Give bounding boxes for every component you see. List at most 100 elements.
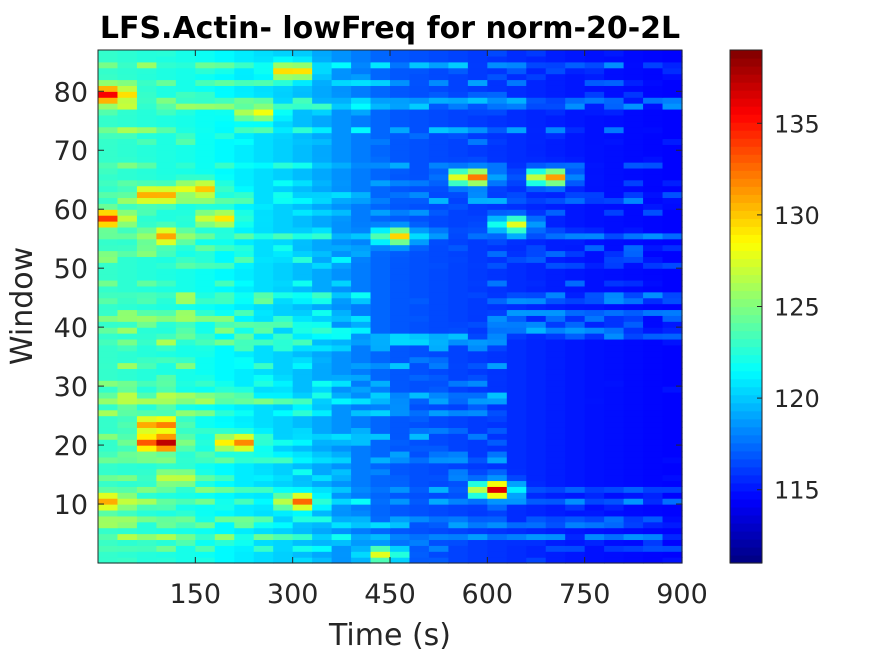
heatmap-cell xyxy=(487,144,508,151)
heatmap-cell xyxy=(312,368,333,375)
heatmap-cell xyxy=(253,55,274,63)
heatmap-cell xyxy=(428,468,449,476)
heatmap-cell xyxy=(584,50,605,57)
heatmap-cell xyxy=(467,150,488,157)
heatmap-cell xyxy=(584,380,605,387)
heatmap-cell xyxy=(643,256,664,263)
heatmap-cell xyxy=(526,362,547,370)
heatmap-cell xyxy=(331,498,352,505)
heatmap-cell xyxy=(428,297,449,305)
heatmap-cell xyxy=(253,356,274,364)
heatmap-cell xyxy=(409,173,430,181)
heatmap-cell xyxy=(195,226,216,234)
heatmap-cell xyxy=(253,415,274,423)
heatmap-cell xyxy=(156,55,177,63)
heatmap-cell xyxy=(292,262,313,269)
heatmap-cell xyxy=(136,244,157,252)
heatmap-cell xyxy=(390,279,411,287)
heatmap-cell xyxy=(136,486,157,493)
heatmap-cell xyxy=(156,91,177,98)
heatmap-cell xyxy=(584,338,605,346)
heatmap-cell xyxy=(506,421,527,428)
heatmap-cell xyxy=(623,557,644,564)
heatmap-cell xyxy=(370,433,391,440)
heatmap-cell xyxy=(370,238,391,246)
colorbar-segment xyxy=(730,66,762,75)
heatmap-cell xyxy=(428,191,449,199)
heatmap-cell xyxy=(506,327,527,334)
heatmap-cell xyxy=(604,421,625,428)
heatmap-cell xyxy=(545,274,566,281)
heatmap-cell xyxy=(565,103,586,110)
heatmap-cell xyxy=(273,486,294,493)
heatmap-cell xyxy=(448,162,469,169)
heatmap-cell xyxy=(175,474,196,482)
heatmap-cell xyxy=(448,274,469,281)
heatmap-cell xyxy=(136,309,157,316)
heatmap-cell xyxy=(351,250,372,257)
colorbar-segment xyxy=(730,346,762,356)
heatmap-cell xyxy=(487,244,508,252)
heatmap-cell xyxy=(428,421,449,428)
heatmap-cell xyxy=(428,462,449,470)
heatmap-cell xyxy=(234,338,255,346)
heatmap-cell xyxy=(604,533,625,541)
heatmap-cell xyxy=(409,321,430,328)
heatmap-cell xyxy=(175,315,196,322)
heatmap-cell xyxy=(526,515,547,523)
heatmap-cell xyxy=(156,138,177,145)
heatmap-cell xyxy=(253,244,274,252)
heatmap-cell xyxy=(467,504,488,511)
heatmap-cell xyxy=(156,291,177,299)
heatmap-cell xyxy=(643,297,664,305)
heatmap-cell xyxy=(175,509,196,517)
heatmap-cell xyxy=(623,397,644,405)
heatmap-cell xyxy=(331,368,352,375)
heatmap-cell xyxy=(273,344,294,352)
heatmap-cell xyxy=(253,392,274,399)
heatmap-cell xyxy=(643,415,664,423)
heatmap-cell xyxy=(273,303,294,311)
heatmap-cell xyxy=(428,509,449,517)
heatmap-cell xyxy=(136,368,157,375)
heatmap-cell xyxy=(253,303,274,311)
heatmap-cell xyxy=(253,197,274,204)
heatmap-cell xyxy=(467,144,488,151)
heatmap-cell xyxy=(584,203,605,210)
heatmap-cell xyxy=(409,362,430,370)
heatmap-cell xyxy=(331,374,352,381)
heatmap-cell xyxy=(292,504,313,511)
heatmap-cell xyxy=(604,356,625,364)
heatmap-cell xyxy=(331,256,352,263)
heatmap-cell xyxy=(409,415,430,423)
heatmap-cell xyxy=(565,215,586,222)
heatmap-cell xyxy=(390,262,411,269)
heatmap-cell xyxy=(526,315,547,322)
heatmap-cell xyxy=(175,498,196,505)
heatmap-cell xyxy=(117,250,138,257)
heatmap-cell xyxy=(545,61,566,69)
heatmap-cell xyxy=(292,545,313,552)
heatmap-cell xyxy=(312,250,333,257)
heatmap-cell xyxy=(156,167,177,175)
heatmap-cell xyxy=(175,374,196,381)
heatmap-cell xyxy=(136,79,157,86)
heatmap-cell xyxy=(467,79,488,86)
heatmap-cell xyxy=(662,362,683,370)
heatmap-cell xyxy=(584,167,605,175)
heatmap-cell xyxy=(467,55,488,63)
heatmap-cell xyxy=(487,439,508,446)
heatmap-cell xyxy=(175,344,196,352)
heatmap-cell xyxy=(526,409,547,417)
heatmap-cell xyxy=(448,315,469,322)
heatmap-cell xyxy=(390,462,411,470)
heatmap-cell xyxy=(370,315,391,322)
heatmap-cell xyxy=(565,91,586,98)
heatmap-cell xyxy=(273,203,294,210)
colorbar-segment xyxy=(730,290,762,300)
heatmap-cell xyxy=(565,392,586,399)
heatmap-cell xyxy=(643,215,664,222)
heatmap-cell xyxy=(643,421,664,428)
heatmap-cell xyxy=(273,409,294,417)
